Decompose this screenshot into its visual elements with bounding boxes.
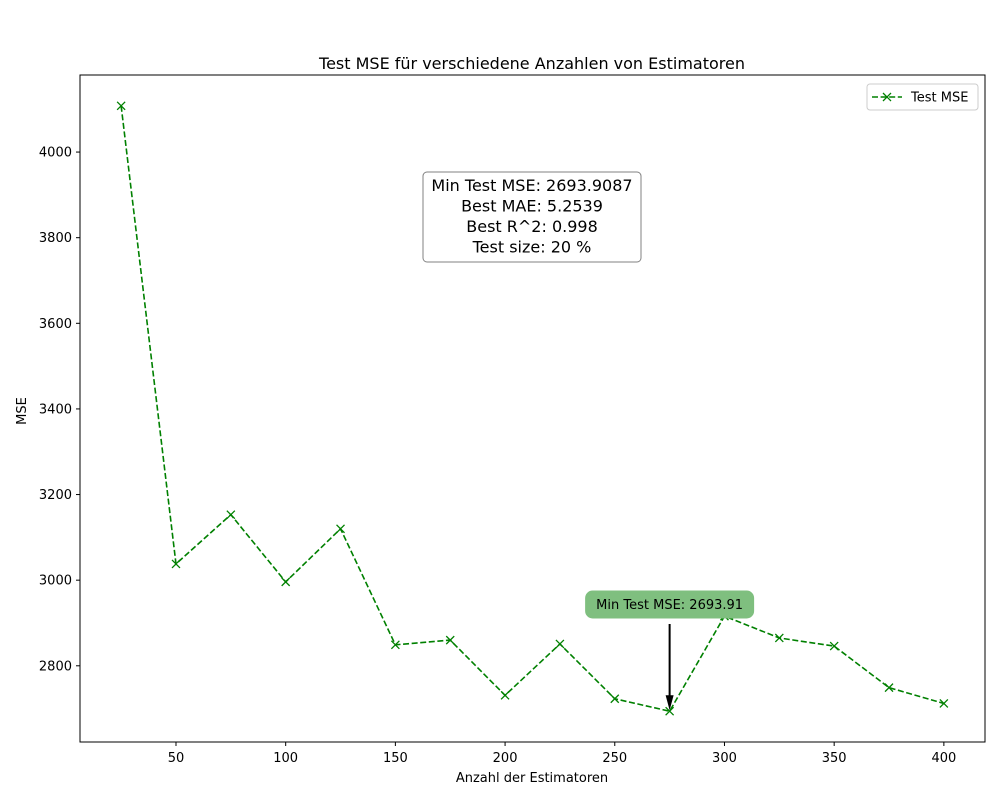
data-point — [939, 699, 949, 708]
info-box-frame — [422, 171, 642, 263]
y-axis: 2800 3000 3200 3400 3600 3800 4000 — [39, 146, 80, 674]
y-tick-label: 3000 — [39, 574, 72, 589]
y-tick-label: 3200 — [39, 488, 72, 503]
x-axis: 50 100 150 200 250 300 350 400 — [168, 742, 956, 766]
data-point — [171, 559, 181, 569]
x-axis-label: Anzahl der Estimatoren — [456, 771, 608, 786]
legend-label: Test MSE — [910, 91, 968, 106]
y-axis-label: MSE — [15, 397, 30, 425]
x-tick-label: 200 — [493, 751, 518, 766]
y-tick-label: 3600 — [39, 317, 72, 332]
data-point — [445, 635, 455, 645]
data-point — [116, 101, 126, 111]
legend: Test MSE — [866, 83, 979, 111]
annotation-arrow-head — [665, 695, 674, 711]
info-box: Min Test MSE: 2693.9087 Best MAE: 5.2539B… — [422, 171, 642, 263]
data-point — [555, 639, 565, 649]
chart-title: Test MSE für verschiedene Anzahlen von E… — [318, 54, 745, 73]
info-line: Best MAE: 5.2539 — [461, 197, 603, 216]
data-point — [665, 706, 675, 716]
legend-frame — [866, 83, 979, 111]
x-tick-label: 100 — [273, 751, 298, 766]
data-point — [390, 640, 400, 650]
annotation-label: Min Test MSE: 2693.91 — [596, 598, 743, 613]
y-tick-label: 4000 — [39, 146, 72, 161]
data-point — [829, 641, 839, 651]
y-tick-label: 2800 — [39, 659, 72, 674]
x-tick-label: 250 — [602, 751, 627, 766]
data-point — [884, 683, 894, 693]
min-annotation: Min Test MSE: 2693.91 — [585, 590, 755, 711]
data-point — [774, 633, 784, 643]
data-point — [226, 510, 236, 520]
data-point — [336, 524, 345, 534]
data-point — [610, 694, 620, 704]
series-line — [120, 105, 945, 713]
x-tick-label: 300 — [712, 751, 737, 766]
annotation-box — [585, 590, 755, 619]
info-line: Test size: 20 % — [472, 238, 592, 257]
legend-marker — [882, 92, 892, 102]
y-tick-label: 3800 — [39, 231, 72, 246]
data-point — [281, 577, 291, 587]
x-tick-label: 350 — [822, 751, 847, 766]
info-line: Best R^2: 0.998 — [466, 217, 598, 236]
x-tick-label: 50 — [168, 751, 185, 766]
x-tick-label: 150 — [383, 751, 408, 766]
y-tick-label: 3400 — [39, 402, 72, 417]
x-tick-label: 400 — [931, 751, 956, 766]
info-line: Min Test MSE: 2693.9087 — [431, 176, 632, 195]
data-point — [500, 690, 510, 700]
